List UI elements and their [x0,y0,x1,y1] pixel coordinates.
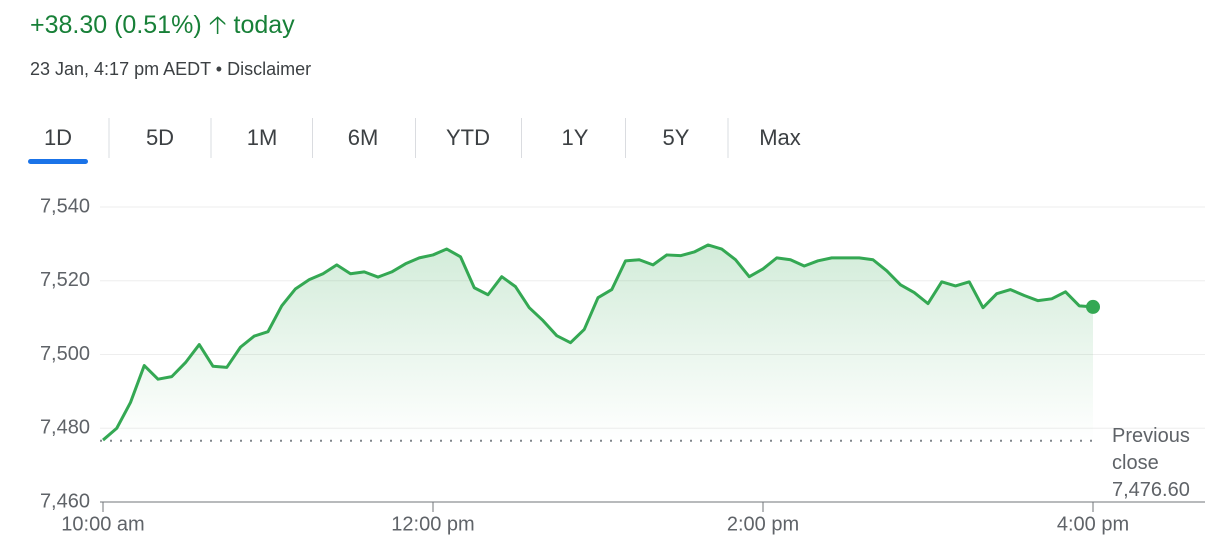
y-tick-label: 7,480 [40,417,90,439]
reference-annotation: Previous close 7,476.60 [1112,423,1212,504]
timestamp: 23 Jan, 4:17 pm AEDT [30,59,211,79]
period: today [233,11,295,39]
x-tick-label: 10:00 am [61,513,144,535]
tab[interactable]: Max [759,125,801,150]
tab[interactable]: 1M [247,125,278,150]
tab[interactable]: 5D [146,125,174,150]
y-tick-label: 7,540 [40,195,90,217]
reference-value: 7,476.60 [1112,479,1190,501]
price-change: +38.30 (0.51%) 🡡 today [30,6,295,49]
y-tick-label: 7,500 [40,343,90,365]
tab[interactable]: 1D [44,125,72,150]
tab[interactable]: 5Y [663,125,690,150]
y-tick-label: 7,520 [40,269,90,291]
tab[interactable]: 1Y [562,125,589,150]
tab[interactable]: 6M [348,125,379,150]
last-point [1086,299,1100,314]
disclaimer-link[interactable]: Disclaimer [227,59,312,79]
x-tick-label: 12:00 pm [391,513,474,535]
change-value: +38.30 (0.51%) [30,11,202,39]
tab-indicator [28,159,88,164]
price-line [102,243,1094,442]
up-arrow: 🡡 [208,11,227,39]
tab[interactable]: YTD [446,125,490,150]
x-tick-label: 4:00 pm [1057,513,1129,535]
y-tick-label: 7,460 [40,490,90,512]
timestamp-line: 23 Jan, 4:17 pm AEDT • Disclaimer [30,59,311,80]
x-tick-label: 2:00 pm [727,513,799,535]
separator: • [215,59,223,79]
area-fill [103,244,1093,441]
reference-label: Previous close [1112,425,1190,474]
